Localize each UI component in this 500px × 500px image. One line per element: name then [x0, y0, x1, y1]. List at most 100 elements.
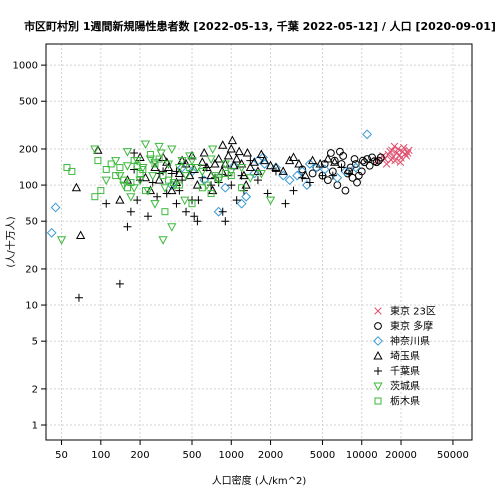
data-point	[300, 170, 311, 180]
x-tick-label: 100	[91, 450, 110, 461]
data-point	[253, 176, 262, 185]
data-point	[294, 158, 304, 168]
data-point	[122, 162, 133, 171]
series-6	[63, 150, 246, 216]
x-tick-label: 50	[55, 450, 68, 461]
data-point	[197, 167, 207, 177]
data-point	[365, 161, 374, 170]
y-axis-label: (人/十万人)	[4, 216, 17, 267]
data-point	[234, 146, 244, 156]
data-point	[174, 164, 185, 173]
y-tick-label: 20	[25, 264, 38, 275]
data-point	[199, 175, 210, 186]
series-5	[56, 140, 276, 245]
data-point	[312, 163, 321, 172]
data-point	[115, 279, 124, 288]
data-point	[345, 169, 354, 178]
data-point	[156, 149, 166, 159]
y-tick-label: 2	[32, 384, 38, 395]
data-point	[351, 160, 360, 168]
data-point	[335, 147, 344, 156]
data-point	[372, 158, 381, 167]
data-point	[91, 193, 99, 201]
y-tick-label: 5	[32, 337, 38, 348]
data-point	[281, 199, 290, 208]
data-point	[133, 196, 142, 205]
data-point	[167, 145, 177, 155]
data-point	[232, 153, 242, 163]
data-point	[150, 200, 160, 209]
data-point	[115, 172, 125, 181]
legend-marker	[373, 350, 383, 360]
data-point	[140, 140, 151, 150]
legend-label: 栃木県	[390, 395, 420, 408]
legend-label: 千葉県	[390, 365, 420, 378]
y-axis-ticks: 1 2 5 10 20 50 100 200 500 1000	[13, 61, 46, 432]
data-point	[102, 199, 111, 208]
data-point	[160, 184, 170, 193]
data-point	[202, 163, 211, 172]
data-point	[164, 176, 172, 184]
legend-marker	[374, 322, 382, 330]
data-points	[46, 129, 413, 302]
data-point	[185, 152, 195, 161]
x-axis-label: 人口密度 (人/km^2)	[212, 474, 307, 487]
data-point	[323, 176, 332, 185]
data-point	[141, 187, 149, 195]
data-point	[186, 164, 194, 172]
data-point	[337, 163, 346, 172]
data-point	[146, 150, 154, 158]
data-point	[208, 145, 218, 155]
data-point	[102, 165, 110, 173]
legend-marker	[373, 382, 383, 392]
data-point	[120, 176, 128, 184]
data-point	[207, 190, 215, 198]
data-point	[159, 172, 167, 180]
data-point	[56, 236, 67, 245]
data-point	[238, 184, 246, 192]
data-point	[288, 152, 299, 161]
data-point	[245, 162, 255, 172]
data-point	[308, 169, 317, 178]
data-point	[304, 159, 315, 169]
y-tick-label: 1000	[13, 61, 38, 72]
data-point	[278, 166, 288, 175]
data-point	[332, 172, 343, 183]
data-point	[151, 160, 159, 168]
x-tick-label: 2000	[258, 450, 283, 461]
data-point	[249, 157, 259, 166]
series-4	[74, 149, 354, 302]
data-point	[135, 152, 145, 161]
data-point	[182, 207, 191, 216]
data-point	[207, 181, 216, 190]
data-point	[298, 173, 307, 182]
data-point	[101, 176, 111, 186]
data-point	[236, 164, 247, 173]
data-point	[139, 165, 147, 173]
data-point	[358, 156, 367, 165]
data-point	[194, 196, 203, 205]
data-point	[126, 193, 136, 202]
data-point	[218, 140, 228, 149]
data-point	[180, 196, 190, 206]
data-point	[311, 162, 322, 173]
data-point	[159, 167, 168, 176]
data-point	[155, 155, 163, 163]
data-point	[318, 171, 327, 180]
data-point	[177, 162, 188, 173]
legend-marker	[374, 367, 382, 375]
x-tick-label: 5000	[310, 450, 335, 461]
x-tick-label: 50000	[437, 450, 469, 461]
data-point	[388, 146, 396, 155]
data-point	[319, 164, 330, 175]
data-point	[315, 158, 325, 168]
data-point	[390, 142, 399, 151]
x-tick-label: 20000	[385, 450, 417, 461]
data-point	[246, 156, 255, 165]
x-axis-ticks: 50 100 200 500 1000 2000 5000 10000 20000 50000	[55, 440, 469, 461]
data-point	[166, 180, 177, 190]
data-point	[153, 192, 162, 201]
data-point	[63, 164, 71, 172]
grid	[46, 44, 472, 440]
data-point	[193, 217, 202, 226]
